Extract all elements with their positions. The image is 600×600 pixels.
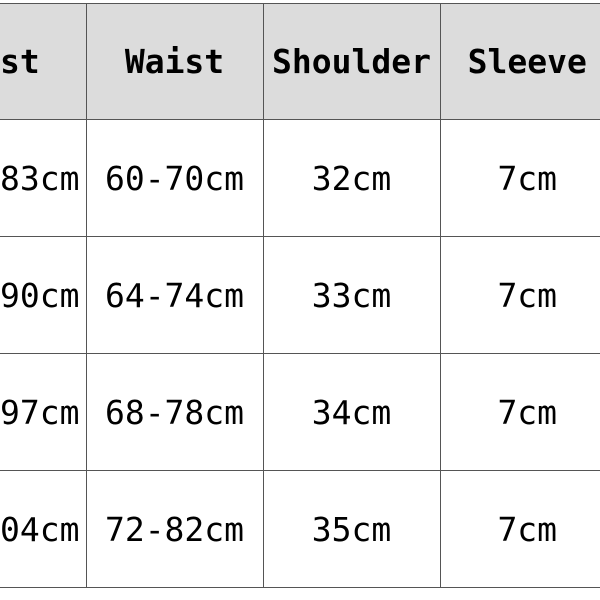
cell-shoulder: 34cm <box>262 353 441 471</box>
cell-sleeve: 7cm <box>439 236 600 354</box>
table-row: 90cm 64-74cm 33cm 7cm <box>0 236 600 354</box>
cell-waist: 68-78cm <box>85 353 264 471</box>
header-shoulder: Shoulder <box>262 3 441 120</box>
cell-bust: 97cm <box>0 353 87 471</box>
cell-waist: 72-82cm <box>85 470 264 588</box>
cell-sleeve: 7cm <box>439 470 600 588</box>
header-bust: st <box>0 3 87 120</box>
header-waist: Waist <box>85 3 264 120</box>
cell-bust: 04cm <box>0 470 87 588</box>
cell-waist: 64-74cm <box>85 236 264 354</box>
cell-bust: 90cm <box>0 236 87 354</box>
cell-bust: 83cm <box>0 119 87 237</box>
table-row: 97cm 68-78cm 34cm 7cm <box>0 353 600 471</box>
cell-waist: 60-70cm <box>85 119 264 237</box>
header-sleeve: Sleeve <box>439 3 600 120</box>
cell-shoulder: 33cm <box>262 236 441 354</box>
table-row: 04cm 72-82cm 35cm 7cm <box>0 470 600 588</box>
cell-sleeve: 7cm <box>439 119 600 237</box>
cell-shoulder: 32cm <box>262 119 441 237</box>
cell-shoulder: 35cm <box>262 470 441 588</box>
size-chart-table: st Waist Shoulder Sleeve 83cm 60-70cm 32… <box>0 3 600 588</box>
table-header-row: st Waist Shoulder Sleeve <box>0 3 600 120</box>
table-row: 83cm 60-70cm 32cm 7cm <box>0 119 600 237</box>
cell-sleeve: 7cm <box>439 353 600 471</box>
